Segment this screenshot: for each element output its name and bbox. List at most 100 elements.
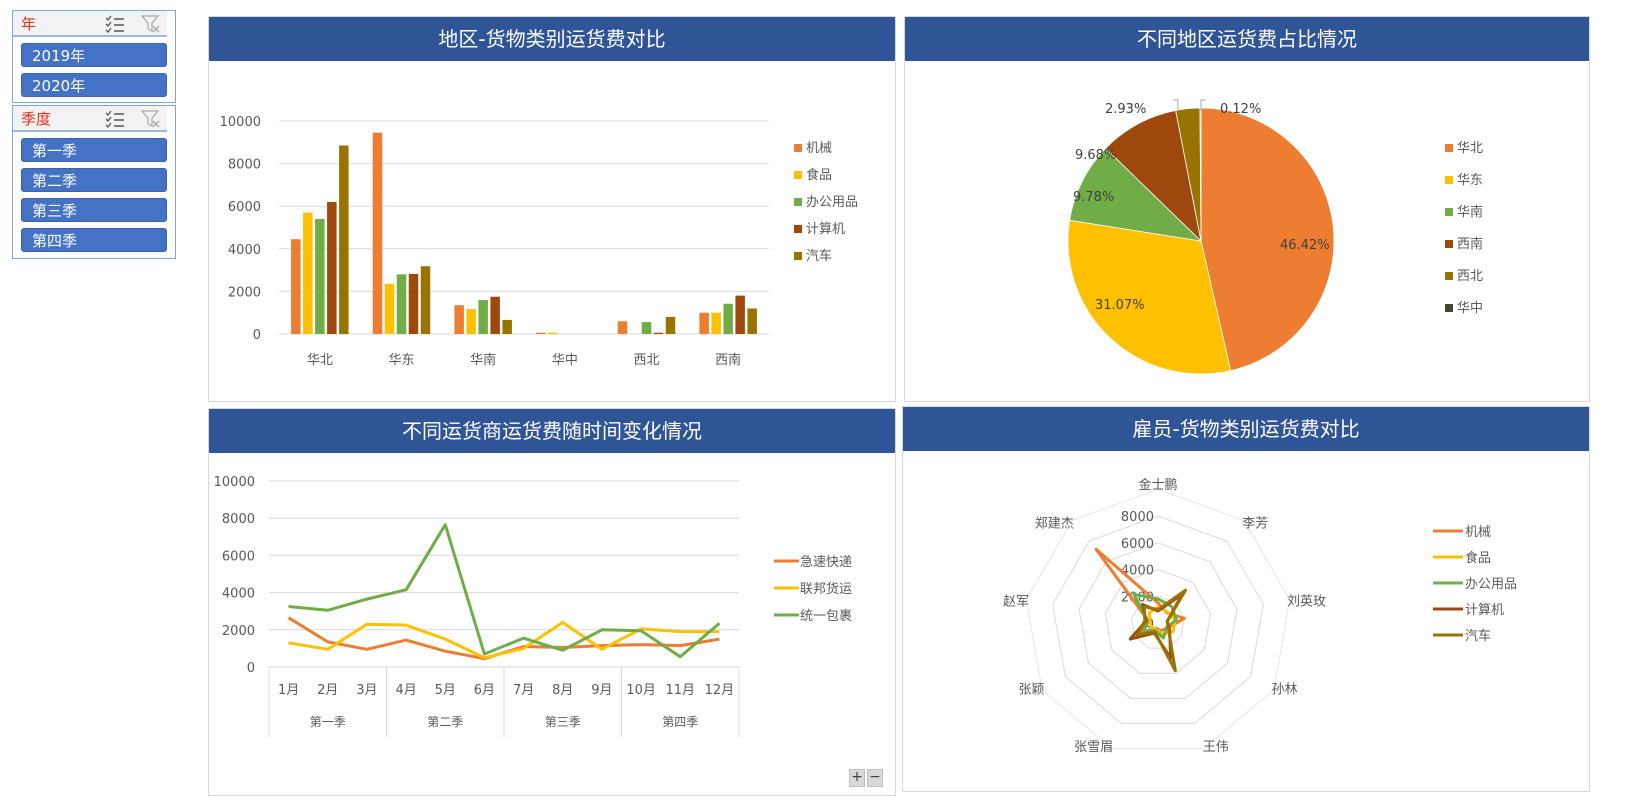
pie-chart[interactable]: 46.42% 31.07% 9.78% 9.68% 2.93% 0.12% 华北华东华南西南… bbox=[905, 61, 1591, 401]
radial-tick-label: 8000 bbox=[1121, 510, 1154, 525]
bar[interactable] bbox=[396, 274, 407, 334]
bar[interactable] bbox=[339, 145, 349, 334]
slicer-item-q2[interactable]: 第二季 bbox=[21, 168, 167, 192]
legend-swatch bbox=[794, 252, 802, 260]
bar[interactable] bbox=[303, 212, 313, 334]
pie-slice[interactable] bbox=[1200, 107, 1335, 372]
bar-chart-panel[interactable]: 地区-货物类别运货费对比 0 2000 4000 6000 8000 10000 华北 华东 华… bbox=[208, 16, 896, 402]
pie-slice[interactable] bbox=[1069, 147, 1203, 242]
radar-axis-label: 赵军 bbox=[1003, 594, 1029, 609]
clear-filter-icon[interactable] bbox=[141, 110, 161, 128]
bar[interactable] bbox=[653, 332, 664, 334]
bar[interactable] bbox=[699, 312, 709, 334]
multi-select-icon[interactable] bbox=[105, 110, 125, 128]
legend-label: 办公用品 bbox=[806, 195, 858, 210]
legend-label: 华东 bbox=[1457, 173, 1483, 188]
y-tick-label: 0 bbox=[247, 661, 255, 676]
legend-swatch bbox=[1445, 176, 1453, 184]
radar-grid-ring bbox=[1078, 542, 1238, 699]
radar-axis-label: 张雪眉 bbox=[1074, 740, 1113, 755]
data-label: 0.12% bbox=[1220, 102, 1261, 117]
pie-chart-panel[interactable]: 不同地区运货费占比情况 46.42% 31.07% 9.78% 9.68% 2.93% 0… bbox=[904, 16, 1590, 402]
bar[interactable] bbox=[420, 266, 431, 334]
bar[interactable] bbox=[408, 273, 419, 334]
x-tick-label: 2月 bbox=[317, 683, 338, 698]
radar-axis-label: 郑建杰 bbox=[1035, 517, 1074, 532]
leader-line bbox=[1173, 99, 1179, 110]
bar[interactable] bbox=[641, 322, 652, 334]
bar[interactable] bbox=[490, 296, 500, 334]
line-series[interactable] bbox=[288, 523, 721, 659]
radar-series[interactable] bbox=[1135, 588, 1188, 673]
radar-axis-label: 刘英玫 bbox=[1287, 594, 1326, 609]
radar-grid-ring bbox=[1131, 595, 1185, 649]
x-tick-label: 9月 bbox=[591, 683, 612, 698]
legend-swatch bbox=[1445, 272, 1453, 280]
leader-line bbox=[1200, 99, 1206, 110]
bar[interactable] bbox=[315, 218, 325, 334]
slicer-item-q1[interactable]: 第一季 bbox=[21, 138, 167, 162]
line-chart[interactable]: 0 2000 4000 6000 8000 10000 1月 2月 3月 4月 5月 6月 7月 8月 9月… bbox=[209, 453, 897, 793]
slicer-item-q3[interactable]: 第三季 bbox=[21, 198, 167, 222]
radar-axis-label: 金士鹏 bbox=[1138, 477, 1177, 493]
bar[interactable] bbox=[502, 319, 512, 334]
bar[interactable] bbox=[548, 332, 558, 334]
bar[interactable] bbox=[372, 132, 383, 334]
legend-label: 计算机 bbox=[1465, 603, 1504, 618]
bar[interactable] bbox=[384, 283, 395, 334]
data-label: 46.42% bbox=[1280, 238, 1330, 253]
bar[interactable] bbox=[291, 239, 301, 334]
bar-chart[interactable]: 0 2000 4000 6000 8000 10000 华北 华东 华南 华中 西北 西南 机械食品办公… bbox=[209, 61, 897, 401]
bar[interactable] bbox=[665, 316, 676, 334]
legend-label: 统一包裹 bbox=[800, 609, 852, 624]
bar[interactable] bbox=[617, 321, 628, 334]
x-tick-label: 8月 bbox=[552, 683, 573, 698]
pie-slice[interactable] bbox=[1067, 219, 1232, 375]
bar[interactable] bbox=[478, 299, 488, 334]
slicer-item-2019[interactable]: 2019年 bbox=[21, 43, 167, 67]
expand-button[interactable]: + bbox=[849, 769, 865, 787]
panel-title: 不同地区运货费占比情况 bbox=[905, 17, 1589, 61]
pie-slice[interactable] bbox=[1105, 109, 1202, 243]
group-label: 第二季 bbox=[427, 715, 463, 729]
legend-swatch bbox=[794, 198, 802, 206]
data-label: 9.68% bbox=[1075, 148, 1116, 163]
line-chart-panel[interactable]: 不同运货商运货费随时间变化情况 0 2000 4000 6000 8000 10000 1月… bbox=[208, 408, 896, 796]
legend-swatch bbox=[794, 171, 802, 179]
y-tick-label: 2000 bbox=[228, 285, 261, 300]
y-tick-label: 10000 bbox=[220, 115, 261, 130]
slicer-item-2020[interactable]: 2020年 bbox=[21, 73, 167, 97]
radar-chart-panel[interactable]: 雇员-货物类别运货费对比 0 2000 4000 6000 8000 金士鹏 李芳 刘英玫 孙林… bbox=[902, 406, 1590, 792]
bar[interactable] bbox=[466, 309, 476, 334]
bar[interactable] bbox=[536, 332, 546, 334]
bar[interactable] bbox=[747, 308, 757, 334]
bar[interactable] bbox=[327, 201, 337, 334]
slicer-item-q4[interactable]: 第四季 bbox=[21, 228, 167, 252]
legend-label: 汽车 bbox=[806, 248, 832, 264]
x-tick-label: 12月 bbox=[705, 683, 735, 698]
y-tick-label: 8000 bbox=[222, 512, 255, 527]
radar-axis-label: 王伟 bbox=[1203, 740, 1229, 755]
line-series[interactable] bbox=[288, 620, 720, 660]
x-tick-label: 1月 bbox=[278, 683, 299, 698]
group-label: 第三季 bbox=[545, 715, 581, 729]
slicer-title: 年 bbox=[21, 14, 37, 33]
bar[interactable] bbox=[735, 295, 745, 334]
bar[interactable] bbox=[711, 312, 721, 334]
legend-label: 西北 bbox=[1457, 269, 1483, 284]
radar-axis-label: 孙林 bbox=[1271, 683, 1297, 698]
multi-select-icon[interactable] bbox=[105, 15, 125, 33]
legend-label: 联邦货运 bbox=[800, 581, 852, 597]
clear-filter-icon[interactable] bbox=[141, 15, 161, 33]
radar-chart[interactable]: 02000400060008000金士鹏李芳刘英玫孙林王伟张雪眉张颖赵军郑建杰机… bbox=[903, 451, 1591, 791]
collapse-button[interactable]: − bbox=[867, 769, 883, 787]
slicer-header: 季度 bbox=[13, 106, 167, 132]
y-tick-label: 2000 bbox=[222, 624, 255, 639]
legend-swatch bbox=[1445, 304, 1453, 312]
bar[interactable] bbox=[454, 305, 464, 334]
data-label: 2.93% bbox=[1105, 102, 1146, 117]
legend-label: 食品 bbox=[1465, 550, 1491, 566]
radar-series[interactable] bbox=[1132, 592, 1178, 640]
x-tick-label: 4月 bbox=[395, 683, 416, 698]
bar[interactable] bbox=[723, 303, 733, 334]
